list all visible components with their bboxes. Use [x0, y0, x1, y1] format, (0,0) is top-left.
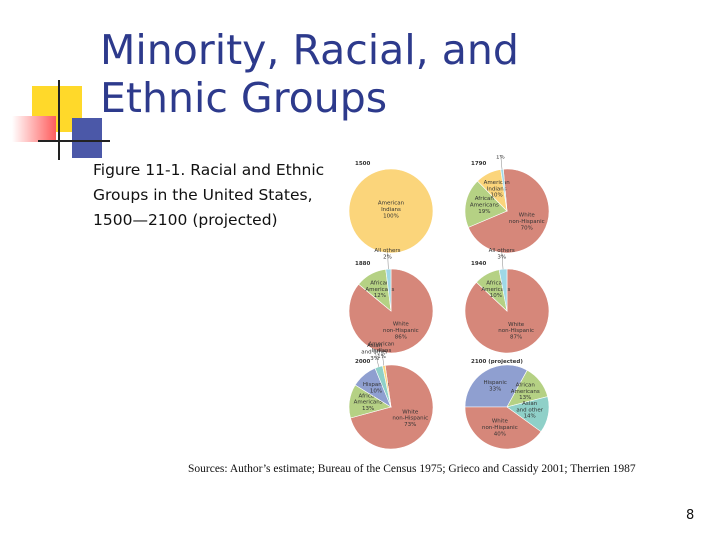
- pie-slice: [498, 268, 508, 312]
- pie-year-label: 1940: [471, 261, 486, 267]
- sources-note: Sources: Author’s estimate; Bureau of th…: [188, 463, 636, 475]
- caption-line2: Groups in the United States,: [93, 186, 313, 204]
- pie-slice-label: African Americans 12%: [365, 280, 394, 299]
- decor-pink-bar: [12, 116, 56, 142]
- pie-year-label: 1500: [355, 161, 370, 167]
- pie-slice: [464, 406, 542, 450]
- pie-slice-label: Hispanic 33%: [484, 380, 507, 392]
- pie-slice-label: Asian and other 3%: [361, 343, 388, 362]
- pie-leader-line: [501, 251, 504, 270]
- pie-year-label: 2100 (projected): [471, 359, 523, 365]
- pie-slice-label: American Indians 100%: [378, 201, 405, 220]
- pie-slice-label: White non-Hispanic 70%: [509, 212, 545, 231]
- pie-slice: [464, 180, 508, 228]
- pie-slice-label: American Indians 10%: [484, 180, 511, 199]
- pie-chart-panel: 1500 American Indians 100% 1790 White non-Hisp…: [348, 155, 550, 450]
- pie-slice-label: White non-Hispanic 40%: [482, 419, 518, 438]
- pie-slice-label: All others 2%: [374, 248, 400, 260]
- pie-slice-label: African Americans 13%: [511, 382, 540, 401]
- pie-year-label: 2000: [355, 359, 370, 365]
- pie-slice-label: White non-Hispanic 73%: [392, 409, 428, 428]
- slide-title: Minority, Racial, and Ethnic Groups: [100, 26, 700, 122]
- pie-slice-label: All others 3%: [489, 248, 515, 260]
- pie-slice: [464, 364, 528, 408]
- pie-leader-line: [387, 251, 389, 270]
- pie-slice-label: All others1%: [487, 155, 513, 161]
- pie-slice-label: White non-Hispanic 87%: [498, 322, 534, 341]
- slide-title-line1: Minority, Racial, and: [100, 26, 519, 74]
- pie-slice-label: Asian and other 14%: [516, 401, 543, 420]
- pie-slice-label: African Americans 10%: [481, 280, 510, 299]
- pie-slice-label: African Americans 13%: [354, 393, 383, 412]
- caption-line3: 1500—2100 (projected): [93, 211, 278, 229]
- decor-blue-square: [72, 118, 102, 158]
- pie-leader-line: [381, 347, 385, 366]
- pie-slice-label: American Indians 1%: [368, 341, 395, 360]
- pie-slice-label: White non-Hispanic 86%: [383, 322, 419, 341]
- pie-slice: [348, 168, 434, 254]
- decor-horizontal-line: [38, 140, 110, 142]
- figure-caption: Figure 11-1. Racial and Ethnic Groups in…: [93, 158, 353, 233]
- decor-vertical-line: [58, 80, 60, 160]
- pie-slice-label: African Americans 19%: [470, 196, 499, 215]
- pie-slice-label: Hispanics 10%: [363, 382, 389, 394]
- pie-leader-line: [500, 155, 503, 170]
- slide-title-line2: Ethnic Groups: [100, 74, 388, 122]
- pie-year-label: 1880: [355, 261, 370, 267]
- pie-slice: [467, 168, 550, 254]
- pie-slice: [382, 365, 392, 408]
- pie-leader-line: [374, 349, 379, 367]
- caption-line1: Figure 11-1. Racial and Ethnic: [93, 161, 325, 179]
- pie-year-label: 1790: [471, 161, 486, 167]
- pie-slice: [350, 364, 434, 450]
- page-number: 8: [686, 508, 695, 523]
